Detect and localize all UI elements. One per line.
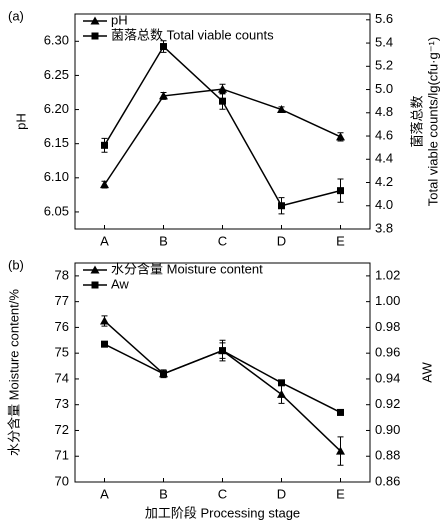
x-tick-label: C	[218, 233, 227, 248]
y-tick-label: 78	[55, 267, 69, 282]
series-line	[103, 45, 341, 207]
y2-tick-label: 5.4	[375, 34, 393, 49]
x-tick-label: A	[100, 486, 109, 501]
plot-frame	[74, 262, 371, 483]
y2-tick-label: 0.90	[375, 422, 400, 437]
y-tick-label: 6.15	[44, 135, 69, 150]
x-axis-label: 加工阶段 Processing stage	[145, 505, 300, 520]
marker	[278, 202, 285, 210]
y2-tick-label: 4.8	[375, 104, 393, 119]
y2-tick-label: 5.0	[375, 81, 393, 96]
y2-tick-label: 0.88	[375, 448, 400, 463]
marker	[160, 43, 167, 51]
y2-tick-label: 0.92	[375, 396, 400, 411]
marker	[90, 16, 100, 25]
x-tick-label: B	[159, 486, 168, 501]
marker	[90, 265, 100, 274]
legend-label: Aw	[111, 276, 129, 291]
y2-axis-label: Total viable counts/lg(cfu·g⁻¹)	[425, 37, 440, 206]
panel-label: (a)	[8, 8, 24, 23]
y2-tick-label: 4.2	[375, 174, 393, 189]
y2-tick-label: 0.86	[375, 473, 400, 488]
x-tick-label: D	[277, 486, 286, 501]
marker	[101, 340, 108, 348]
marker	[219, 347, 226, 355]
y-tick-label: 6.05	[44, 203, 69, 218]
y-tick-label: 73	[55, 396, 69, 411]
y-tick-label: 70	[55, 473, 69, 488]
marker	[160, 370, 167, 378]
x-tick-label: D	[277, 233, 286, 248]
marker	[277, 105, 286, 114]
x-tick-label: A	[100, 233, 109, 248]
y-tick-label: 74	[55, 370, 69, 385]
y2-tick-label: 4.6	[375, 127, 393, 142]
marker	[101, 141, 108, 149]
y2-tick-label: 0.94	[375, 370, 400, 385]
y-tick-label: 75	[55, 345, 69, 360]
marker	[91, 32, 99, 40]
y2-axis-label: AW	[419, 362, 434, 383]
x-tick-label: E	[336, 233, 345, 248]
y2-tick-label: 3.8	[375, 220, 393, 235]
y-axis-label: 水分含量 Moisture content/%	[6, 289, 21, 456]
y-tick-label: 6.25	[44, 67, 69, 82]
y-tick-label: 76	[55, 319, 69, 334]
marker	[337, 187, 344, 195]
y-tick-label: 6.20	[44, 101, 69, 116]
marker	[218, 84, 227, 93]
y-tick-label: 72	[55, 422, 69, 437]
legend-label: pH	[111, 12, 128, 27]
y2-axis-label: 菌落总数	[409, 95, 424, 147]
marker	[336, 132, 345, 141]
y2-tick-label: 4.4	[375, 151, 393, 166]
y-tick-label: 77	[55, 293, 69, 308]
marker	[159, 91, 168, 100]
panel-label: (b)	[8, 257, 24, 272]
x-tick-label: C	[218, 486, 227, 501]
y2-tick-label: 4.0	[375, 197, 393, 212]
y2-tick-label: 1.00	[375, 293, 400, 308]
y2-tick-label: 0.96	[375, 345, 400, 360]
marker	[278, 379, 285, 387]
x-tick-label: B	[159, 233, 168, 248]
y-tick-label: 71	[55, 448, 69, 463]
y2-tick-label: 5.6	[375, 11, 393, 26]
marker	[336, 446, 345, 455]
marker	[337, 408, 344, 416]
marker	[277, 389, 286, 398]
marker	[91, 281, 99, 289]
y-tick-label: 6.10	[44, 169, 69, 184]
y2-tick-label: 0.98	[375, 319, 400, 334]
y-axis-label: pH	[13, 113, 28, 130]
marker	[100, 180, 109, 189]
legend-label: 菌落总数 Total viable counts	[111, 27, 274, 42]
y2-tick-label: 1.02	[375, 267, 400, 282]
marker	[100, 316, 109, 325]
y2-tick-label: 5.2	[375, 58, 393, 73]
marker	[219, 97, 226, 105]
y-tick-label: 6.30	[44, 33, 69, 48]
x-tick-label: E	[336, 486, 345, 501]
legend-label: 水分含量 Moisture content	[111, 261, 263, 276]
